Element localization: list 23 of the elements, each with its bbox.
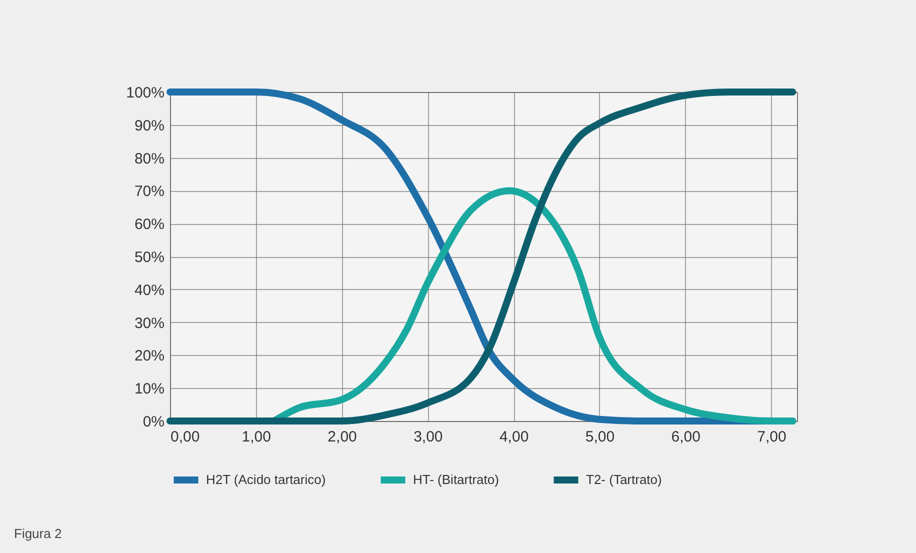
y-tick-label: 10% — [134, 380, 164, 398]
y-tick-label: 30% — [134, 314, 164, 332]
x-tick-label: 2,00 — [328, 428, 357, 446]
y-tick-label: 20% — [134, 348, 164, 365]
y-tick-label: 40% — [134, 282, 164, 299]
x-tick-label: 4,00 — [499, 428, 529, 446]
y-tick-label: 60% — [134, 216, 164, 234]
x-tick-label: 3,00 — [414, 428, 443, 446]
x-tick-label: 6,00 — [671, 428, 700, 446]
legend-label: HT- (Bitartrato) — [413, 472, 499, 487]
y-tick-label: 80% — [134, 150, 164, 168]
legend-label: H2T (Acido tartarico) — [206, 472, 326, 487]
x-tick-label: 5,00 — [585, 428, 615, 446]
x-tick-label: 1,00 — [242, 428, 271, 446]
x-tick-label: 0,00 — [170, 428, 200, 446]
y-tick-label: 100% — [126, 84, 164, 102]
text: Figura 2 — [14, 526, 62, 541]
legend-label: T2- (Tartrato) — [586, 472, 662, 487]
x-tick-label: 7,00 — [757, 428, 786, 446]
y-tick-label: 70% — [134, 183, 164, 200]
y-tick-label: 50% — [134, 249, 164, 266]
y-tick-label: 90% — [134, 117, 164, 134]
y-tick-label: 0% — [142, 414, 164, 430]
